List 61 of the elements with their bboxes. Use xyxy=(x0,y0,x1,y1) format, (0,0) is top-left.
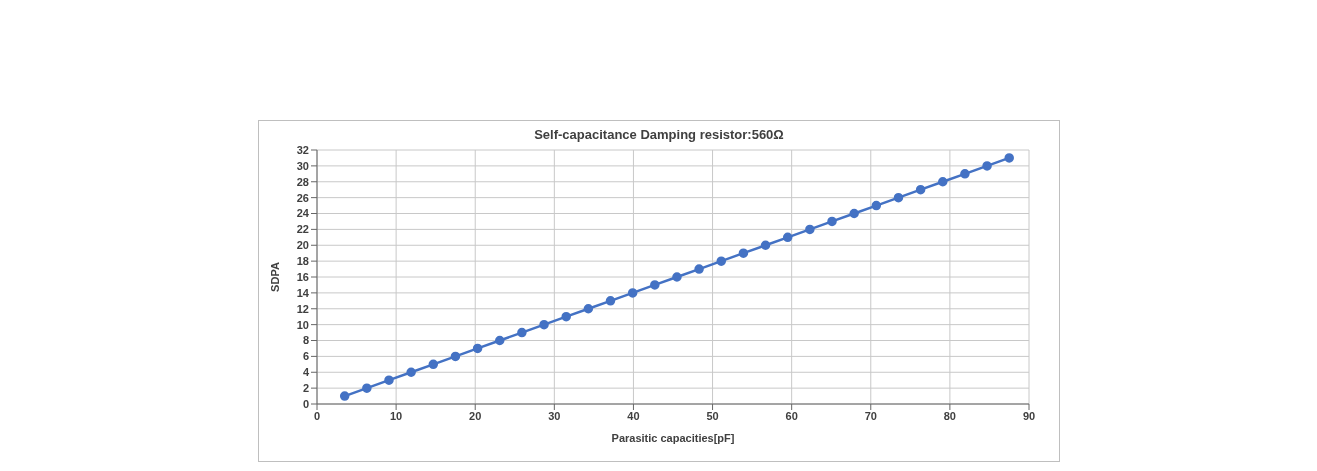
y-tick-label: 4 xyxy=(302,366,310,379)
point xyxy=(827,216,837,227)
x-tick-label: 60 xyxy=(785,409,798,422)
point xyxy=(605,296,616,306)
x-tick-label: 80 xyxy=(943,409,957,422)
point xyxy=(760,240,771,250)
point xyxy=(915,184,926,195)
point xyxy=(428,359,439,370)
point xyxy=(650,280,660,290)
point xyxy=(982,161,992,171)
y-axis-title: SDPA xyxy=(268,262,281,292)
y-tick-label: 32 xyxy=(296,143,309,156)
y-tick-label: 20 xyxy=(296,239,309,252)
point xyxy=(627,288,638,298)
point xyxy=(406,367,416,377)
x-tick-label: 90 xyxy=(1022,409,1036,422)
point xyxy=(938,177,948,187)
y-tick-label: 0 xyxy=(302,397,309,410)
point xyxy=(672,272,682,282)
point xyxy=(561,311,571,322)
point xyxy=(517,327,527,338)
y-tick-label: 26 xyxy=(296,191,309,204)
point xyxy=(539,319,549,330)
point xyxy=(362,383,372,393)
point xyxy=(583,304,594,314)
x-tick-label: 10 xyxy=(389,409,403,422)
y-tick-label: 18 xyxy=(296,255,309,268)
point xyxy=(694,264,704,274)
y-tick-label: 30 xyxy=(296,159,309,172)
point xyxy=(472,343,483,354)
y-tick-label: 24 xyxy=(296,207,310,220)
y-tick-label: 28 xyxy=(296,175,309,188)
y-tick-label: 16 xyxy=(296,270,309,283)
x-tick-label: 30 xyxy=(548,409,561,422)
point xyxy=(871,200,882,211)
y-tick-label: 10 xyxy=(296,318,309,331)
y-tick-label: 14 xyxy=(296,286,310,299)
chart-title: Self-capacitance Damping resistor:560Ω xyxy=(533,126,785,142)
point xyxy=(716,256,727,266)
point xyxy=(495,335,505,346)
point xyxy=(849,208,859,219)
y-tick-label: 2 xyxy=(302,382,309,395)
y-tick-label: 6 xyxy=(302,350,309,363)
point xyxy=(450,351,461,362)
y-tick-label: 12 xyxy=(296,302,309,315)
point xyxy=(339,391,350,401)
y-tick-label: 8 xyxy=(302,334,309,347)
point xyxy=(805,224,815,235)
x-tick-label: 0 xyxy=(313,409,321,422)
x-tick-label: 40 xyxy=(627,409,640,422)
point xyxy=(738,248,749,258)
point xyxy=(1004,153,1014,163)
x-tick-label: 70 xyxy=(864,409,877,422)
y-tick-label: 22 xyxy=(296,223,309,236)
point xyxy=(893,192,904,203)
x-tick-label: 20 xyxy=(469,409,482,422)
point xyxy=(782,232,793,243)
point xyxy=(384,375,394,385)
x-tick-label: 50 xyxy=(706,409,719,422)
point xyxy=(960,169,970,179)
x-axis-title: Parasitic capacities[pF] xyxy=(611,432,735,444)
